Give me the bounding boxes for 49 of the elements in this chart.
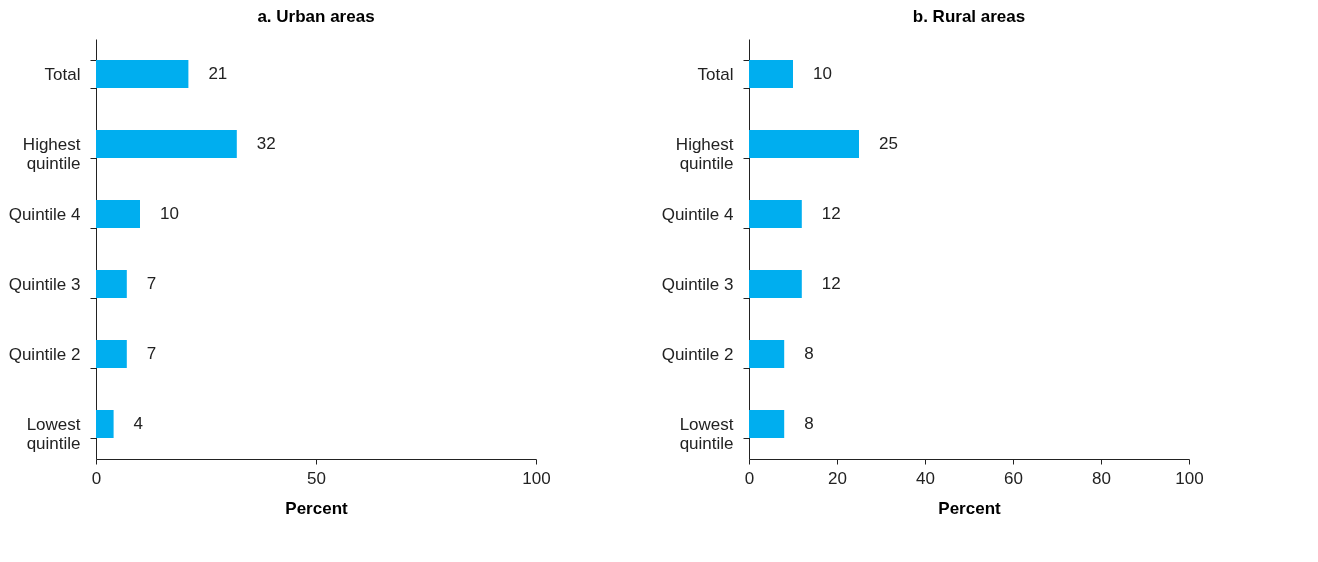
- bar: [96, 200, 140, 228]
- x-tick-label: 50: [307, 468, 326, 488]
- chart-title: b. Rural areas: [912, 7, 1026, 26]
- bar: [96, 410, 114, 438]
- x-tick-label: 0: [91, 468, 102, 488]
- bar: [96, 270, 127, 298]
- x-tick-label: 40: [916, 468, 935, 488]
- y-tick-label: Total: [697, 64, 734, 84]
- chart-title: a. Urban areas: [257, 7, 375, 26]
- x-tick-label: 0: [744, 468, 755, 488]
- data-label: 8: [804, 344, 814, 363]
- bar: [749, 340, 785, 368]
- y-tick-label: Quintile 4: [661, 204, 734, 224]
- data-label: 10: [813, 64, 832, 83]
- y-tick-label: Quintile 3: [8, 274, 81, 294]
- bar: [749, 60, 793, 88]
- x-tick-label: 80: [1092, 468, 1111, 488]
- bar: [96, 60, 189, 88]
- data-label: 7: [146, 344, 157, 363]
- y-tick-label: Total: [44, 64, 81, 84]
- y-tick-label: Quintile 4: [8, 204, 81, 224]
- x-tick-label: 60: [1004, 468, 1023, 488]
- data-label: 12: [821, 204, 841, 223]
- y-tick-label: Quintile 2: [8, 344, 81, 364]
- y-tick-label: Quintile 2: [661, 344, 734, 364]
- bar: [749, 200, 802, 228]
- x-axis-title: Percent: [938, 498, 1002, 518]
- data-label: 8: [804, 414, 814, 433]
- data-label: 12: [821, 274, 841, 293]
- data-label: 10: [160, 204, 179, 223]
- y-tick-label: Highest quintile: [22, 134, 81, 173]
- x-tick-label: 100: [522, 468, 551, 488]
- bar: [749, 130, 859, 158]
- x-tick-label: 20: [828, 468, 847, 488]
- bar: [96, 130, 237, 158]
- y-tick-label: Quintile 3: [661, 274, 734, 294]
- bar: [96, 340, 127, 368]
- data-label: 4: [133, 414, 144, 433]
- data-label: 21: [208, 64, 228, 83]
- bar: [749, 270, 802, 298]
- x-tick-label: 100: [1175, 468, 1204, 488]
- data-label: 32: [256, 134, 276, 153]
- data-label: 25: [879, 134, 898, 153]
- y-tick-label: Highest quintile: [675, 134, 734, 173]
- x-axis-title: Percent: [285, 498, 349, 518]
- bar: [749, 410, 785, 438]
- y-tick-label: Lowest quintile: [679, 414, 734, 453]
- data-label: 7: [146, 274, 157, 293]
- y-tick-label: Lowest quintile: [26, 414, 81, 453]
